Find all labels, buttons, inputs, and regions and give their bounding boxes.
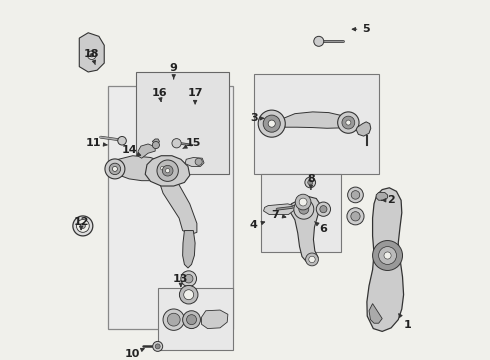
Text: 18: 18 [84, 49, 99, 64]
Text: 11: 11 [86, 138, 107, 148]
Circle shape [80, 224, 85, 229]
Circle shape [179, 285, 198, 304]
Circle shape [155, 344, 160, 349]
Circle shape [309, 256, 315, 263]
Polygon shape [201, 310, 228, 329]
Text: 7: 7 [271, 210, 286, 220]
Text: 17: 17 [187, 88, 203, 104]
Polygon shape [367, 188, 404, 332]
Circle shape [372, 240, 402, 270]
Circle shape [299, 198, 307, 206]
Circle shape [384, 252, 391, 259]
Circle shape [154, 159, 171, 177]
Circle shape [163, 309, 184, 330]
Text: 16: 16 [152, 88, 167, 102]
Circle shape [268, 120, 275, 127]
Text: 13: 13 [173, 274, 189, 287]
Circle shape [294, 199, 314, 219]
Bar [261, 174, 341, 252]
Polygon shape [145, 156, 190, 186]
Circle shape [338, 112, 359, 133]
Circle shape [342, 116, 355, 129]
Text: 10: 10 [125, 348, 144, 359]
Text: 14: 14 [122, 145, 141, 156]
Circle shape [263, 115, 280, 132]
Polygon shape [152, 139, 159, 144]
Polygon shape [264, 204, 295, 215]
Circle shape [166, 168, 170, 173]
Circle shape [90, 53, 94, 57]
Polygon shape [376, 193, 388, 200]
Circle shape [172, 139, 181, 148]
Circle shape [347, 187, 363, 203]
Circle shape [118, 136, 126, 145]
Polygon shape [113, 156, 172, 181]
Text: 9: 9 [170, 63, 178, 79]
Text: 12: 12 [74, 217, 89, 230]
Circle shape [184, 290, 194, 300]
Text: 3: 3 [250, 113, 264, 123]
Circle shape [112, 166, 118, 171]
Text: 5: 5 [352, 24, 370, 34]
Circle shape [314, 36, 324, 46]
Circle shape [308, 180, 313, 185]
Circle shape [305, 177, 316, 188]
Circle shape [320, 206, 327, 213]
Bar [108, 86, 233, 329]
Polygon shape [185, 158, 204, 166]
Bar [136, 72, 229, 174]
Polygon shape [369, 303, 382, 323]
Polygon shape [290, 197, 320, 264]
Circle shape [181, 271, 196, 287]
Circle shape [183, 311, 200, 329]
Text: 4: 4 [250, 220, 265, 230]
Circle shape [351, 191, 360, 199]
Bar [158, 288, 233, 350]
Text: 15: 15 [183, 138, 201, 148]
Circle shape [76, 220, 89, 232]
Circle shape [105, 159, 125, 179]
Circle shape [316, 202, 331, 216]
Circle shape [306, 253, 318, 266]
Circle shape [167, 313, 180, 326]
Polygon shape [284, 112, 347, 128]
Circle shape [258, 110, 285, 137]
Circle shape [195, 158, 202, 165]
Polygon shape [159, 175, 197, 234]
Circle shape [295, 194, 311, 210]
Circle shape [73, 216, 93, 236]
Text: 1: 1 [399, 314, 411, 330]
Circle shape [379, 247, 396, 264]
Circle shape [88, 51, 96, 59]
Bar [254, 74, 379, 174]
Circle shape [161, 166, 164, 170]
Circle shape [152, 141, 159, 149]
Circle shape [158, 163, 167, 173]
Circle shape [184, 274, 193, 283]
Text: 6: 6 [315, 222, 327, 234]
Circle shape [187, 315, 196, 325]
Text: 2: 2 [382, 195, 395, 205]
Circle shape [346, 120, 351, 125]
Circle shape [299, 204, 309, 214]
Circle shape [109, 163, 121, 175]
Circle shape [347, 208, 364, 225]
Polygon shape [138, 144, 155, 158]
Circle shape [157, 160, 178, 181]
Polygon shape [79, 33, 104, 72]
Circle shape [153, 341, 163, 351]
Text: 8: 8 [307, 174, 315, 189]
Polygon shape [183, 230, 195, 268]
Polygon shape [356, 122, 371, 136]
Circle shape [351, 212, 360, 221]
Circle shape [162, 165, 173, 176]
